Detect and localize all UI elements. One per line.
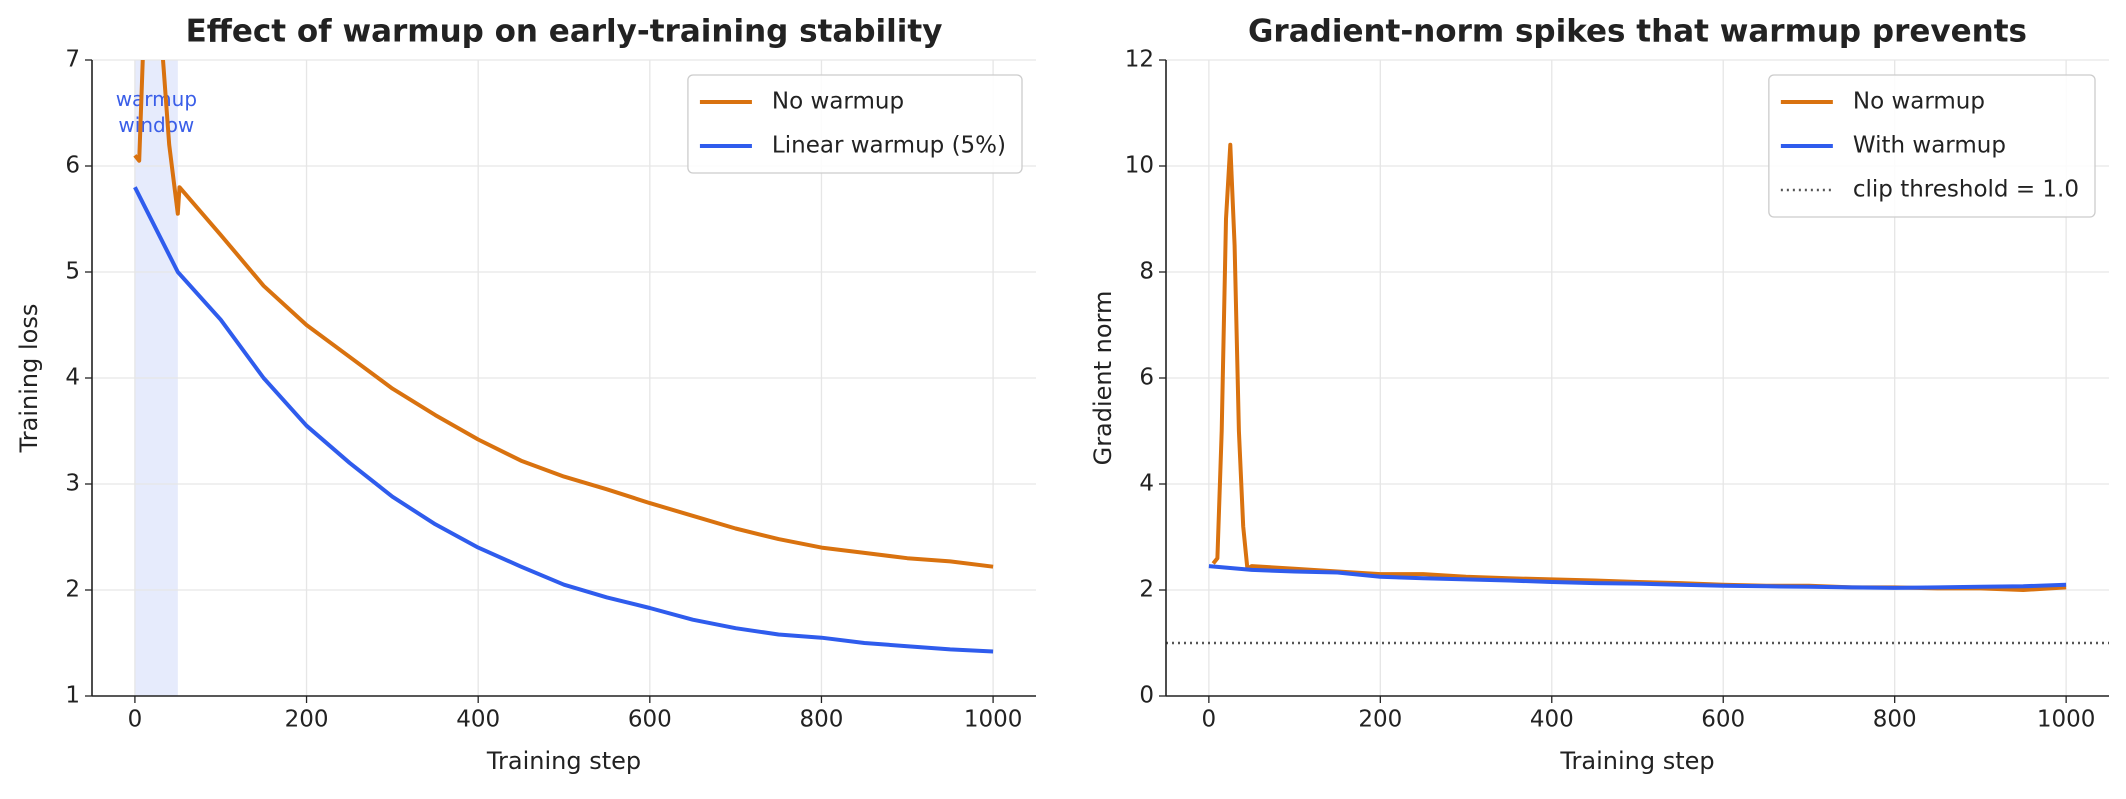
legend-label: No warmup (772, 89, 904, 115)
annotation: warmup window (116, 87, 197, 137)
x-tick-label: 400 (1530, 707, 1574, 733)
legend-label: No warmup (1853, 89, 1985, 115)
y-tick-label: 12 (1125, 47, 1154, 73)
x-tick-label: 1000 (2037, 707, 2096, 733)
x-tick-label: 200 (285, 707, 329, 733)
x-tick-label: 200 (1358, 707, 1402, 733)
series-line (1208, 564, 2067, 590)
chart-title: Gradient-norm spikes that warmup prevent… (1248, 14, 2027, 50)
x-tick-label: 1000 (964, 707, 1023, 733)
y-tick-label: 6 (65, 153, 80, 179)
y-tick-label: 4 (1139, 471, 1154, 497)
x-tick-label: 800 (1873, 707, 1917, 733)
x-tick-label: 600 (628, 707, 672, 733)
y-tick-label: 2 (65, 577, 80, 603)
x-tick-label: 800 (800, 707, 844, 733)
legend: No warmup With warmup clip threshold = 1.0 (1768, 74, 2096, 218)
legend-box (687, 74, 1023, 174)
y-tick-label: 8 (1139, 259, 1154, 285)
y-axis-label: Training loss (15, 304, 43, 454)
legend-label: Linear warmup (5%) (772, 133, 1006, 159)
series-line (133, 186, 994, 654)
y-tick-label: 4 (65, 365, 80, 391)
x-tick-label: 600 (1701, 707, 1745, 733)
legend: No warmup Linear warmup (5%) (687, 74, 1023, 174)
legend-label: clip threshold = 1.0 (1853, 177, 2079, 203)
y-tick-label: 6 (1139, 365, 1154, 391)
legend-box (1768, 74, 2096, 218)
x-axis-label: Training step (1559, 747, 1714, 775)
y-tick-label: 0 (1139, 683, 1154, 709)
y-tick-label: 5 (65, 259, 80, 285)
x-tick-label: 0 (1202, 707, 1217, 733)
y-tick-label: 7 (65, 47, 80, 73)
y-tick-label: 3 (65, 471, 80, 497)
y-axis-label: Gradient norm (1089, 291, 1117, 466)
y-tick-label: 1 (65, 683, 80, 709)
legend-label: With warmup (1853, 133, 2006, 159)
y-tick-label: 2 (1139, 577, 1154, 603)
y-tick-label: 10 (1125, 153, 1154, 179)
chart-title: Effect of warmup on early-training stabi… (186, 14, 943, 50)
x-axis-label: Training step (486, 747, 641, 775)
x-tick-label: 400 (456, 707, 500, 733)
x-tick-label: 0 (128, 707, 143, 733)
series-line (133, 60, 994, 569)
